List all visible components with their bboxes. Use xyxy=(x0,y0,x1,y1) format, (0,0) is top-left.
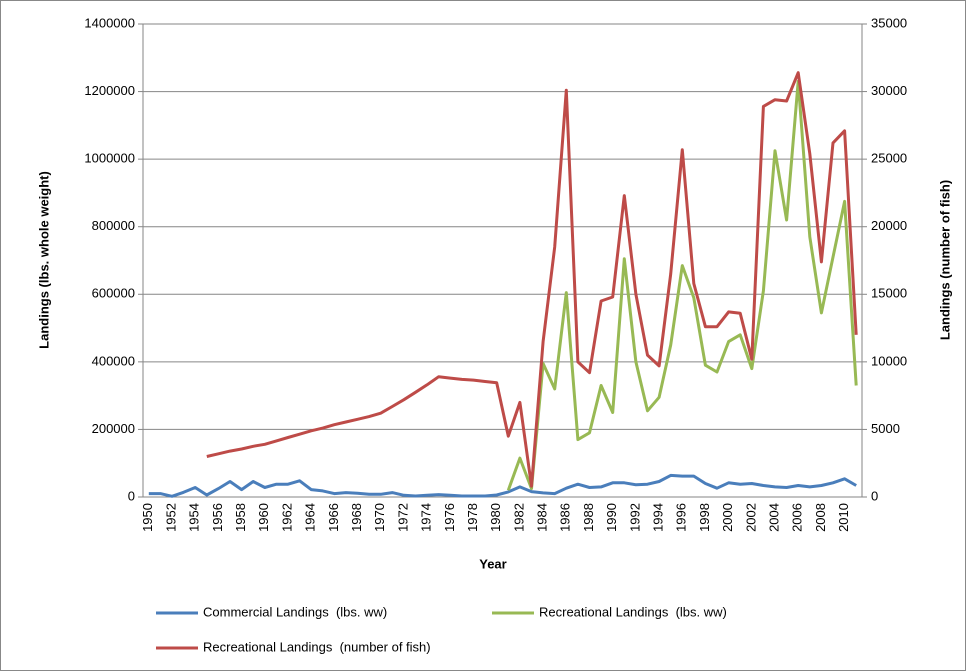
x-tick-label: 1990 xyxy=(604,503,619,532)
x-tick-label: 1976 xyxy=(442,503,457,532)
y-tick-label: 1200000 xyxy=(84,83,135,98)
legend-label: Commercial Landings (lbs. ww) xyxy=(203,604,387,619)
legend-label: Recreational Landings (number of fish) xyxy=(203,639,431,654)
y-tick-label: 200000 xyxy=(92,421,135,436)
x-tick-label: 1956 xyxy=(210,503,225,532)
series-line xyxy=(148,473,857,498)
x-tick-label: 2006 xyxy=(790,503,805,532)
x-axis-title: Year xyxy=(479,556,506,571)
y-tick-label: 400000 xyxy=(92,353,135,368)
x-tick-label: 1984 xyxy=(535,503,550,532)
x-tick-label: 1986 xyxy=(558,503,573,532)
series-line xyxy=(206,71,858,488)
x-tick-label: 1964 xyxy=(303,503,318,532)
x-tick-label: 1952 xyxy=(163,503,178,532)
y2-tick-label: 0 xyxy=(871,488,878,503)
x-tick-label: 1972 xyxy=(395,503,410,532)
x-tick-label: 1950 xyxy=(140,503,155,532)
y2-tick-label: 20000 xyxy=(871,218,907,233)
x-tick-label: 1970 xyxy=(372,503,387,532)
y2-tick-label: 30000 xyxy=(871,83,907,98)
x-tick-label: 2004 xyxy=(766,503,781,532)
x-tick-label: 1978 xyxy=(465,503,480,532)
legend-label: Recreational Landings (lbs. ww) xyxy=(539,604,727,619)
x-tick-label: 1958 xyxy=(233,503,248,532)
x-tick-label: 2008 xyxy=(813,503,828,532)
y-axis-title: Landings (lbs. whole weight) xyxy=(36,171,51,349)
y2-tick-label: 5000 xyxy=(871,421,900,436)
y2-tick-label: 15000 xyxy=(871,286,907,301)
x-tick-label: 1960 xyxy=(256,503,271,532)
x-tick-label: 1998 xyxy=(697,503,712,532)
x-tick-label: 2000 xyxy=(720,503,735,532)
x-tick-label: 2002 xyxy=(743,503,758,532)
x-tick-label: 1992 xyxy=(627,503,642,532)
x-tick-label: 2010 xyxy=(836,503,851,532)
y2-tick-label: 10000 xyxy=(871,353,907,368)
x-tick-label: 1982 xyxy=(511,503,526,532)
x-tick-label: 1966 xyxy=(326,503,341,532)
x-tick-label: 1988 xyxy=(581,503,596,532)
y-tick-label: 1000000 xyxy=(84,151,135,166)
x-tick-label: 1980 xyxy=(488,503,503,532)
y-tick-label: 600000 xyxy=(92,286,135,301)
x-tick-label: 1962 xyxy=(279,503,294,532)
y-tick-label: 1400000 xyxy=(84,15,135,30)
x-tick-label: 1996 xyxy=(674,503,689,532)
y2-tick-label: 35000 xyxy=(871,15,907,30)
y2-tick-label: 25000 xyxy=(871,151,907,166)
x-tick-label: 1994 xyxy=(650,503,665,532)
y-tick-label: 0 xyxy=(128,488,135,503)
x-tick-label: 1954 xyxy=(187,503,202,532)
y2-axis-title: Landings (number of fish) xyxy=(937,180,952,340)
x-tick-label: 1968 xyxy=(349,503,364,532)
y-tick-label: 800000 xyxy=(92,218,135,233)
x-tick-label: 1974 xyxy=(419,503,434,532)
